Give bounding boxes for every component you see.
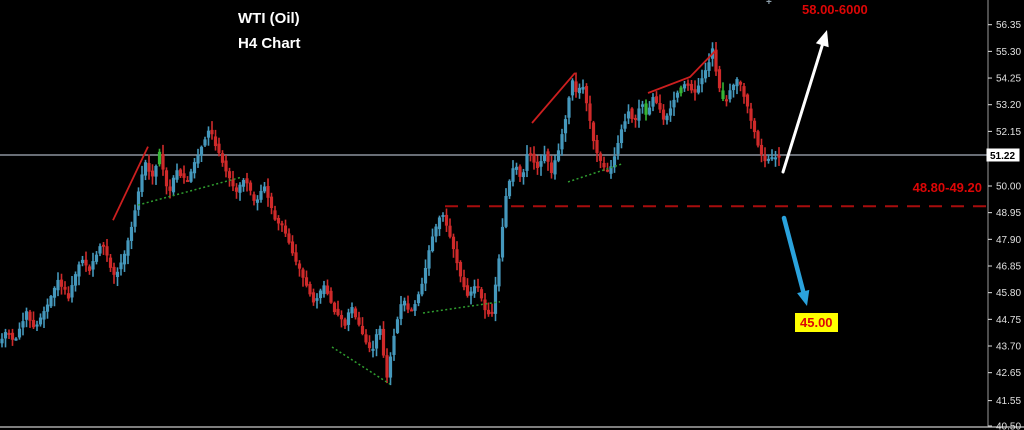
green-trendline <box>331 346 391 385</box>
axis-tick-label: 45.80 <box>996 288 1021 299</box>
axis-tick-label: 56.35 <box>996 20 1021 31</box>
axis-tick-label: 42.65 <box>996 368 1021 379</box>
axis-tick-label: 48.95 <box>996 208 1021 219</box>
drawing-anchor-mark: + <box>766 0 772 8</box>
axis-tick-label: 43.70 <box>996 342 1021 353</box>
green-trendline <box>422 301 501 314</box>
axis-tick-label: 52.15 <box>996 127 1021 138</box>
candlesticks <box>0 42 781 386</box>
red-trendline <box>531 72 576 124</box>
bullish-projection-arrow <box>781 30 829 174</box>
downside-target-label: 45.00 <box>795 313 838 332</box>
green-trendline <box>567 163 623 183</box>
bearish-projection-arrow <box>781 215 810 306</box>
projection-arrows <box>781 30 829 306</box>
red-trendline <box>112 146 149 221</box>
current-price-box: 51.22 <box>986 148 1020 162</box>
red-trendline <box>647 49 717 94</box>
axis-tick-label: 50.00 <box>996 181 1021 192</box>
axis-tick-label: 46.85 <box>996 261 1021 272</box>
trendlines <box>112 49 717 385</box>
axis-tick-label: 55.30 <box>996 47 1021 58</box>
timeframe-title: H4 Chart <box>238 35 301 52</box>
axis-tick-label: 41.55 <box>996 396 1021 407</box>
support-zone-label: 48.80-49.20 <box>912 180 982 195</box>
axis-tick-label: 44.75 <box>996 315 1021 326</box>
chart-title-block: WTI (Oil) H4 Chart <box>238 6 301 56</box>
current-price-value: 51.22 <box>990 151 1015 162</box>
upside-target-label: 58.00-6000 <box>802 2 868 17</box>
axis-tick-label: 47.90 <box>996 235 1021 246</box>
symbol-title: WTI (Oil) <box>238 10 300 27</box>
axis-tick-label: 40.50 <box>996 422 1021 430</box>
axis-tick-label: 53.20 <box>996 100 1021 111</box>
axis-tick-label: 54.25 <box>996 74 1021 85</box>
